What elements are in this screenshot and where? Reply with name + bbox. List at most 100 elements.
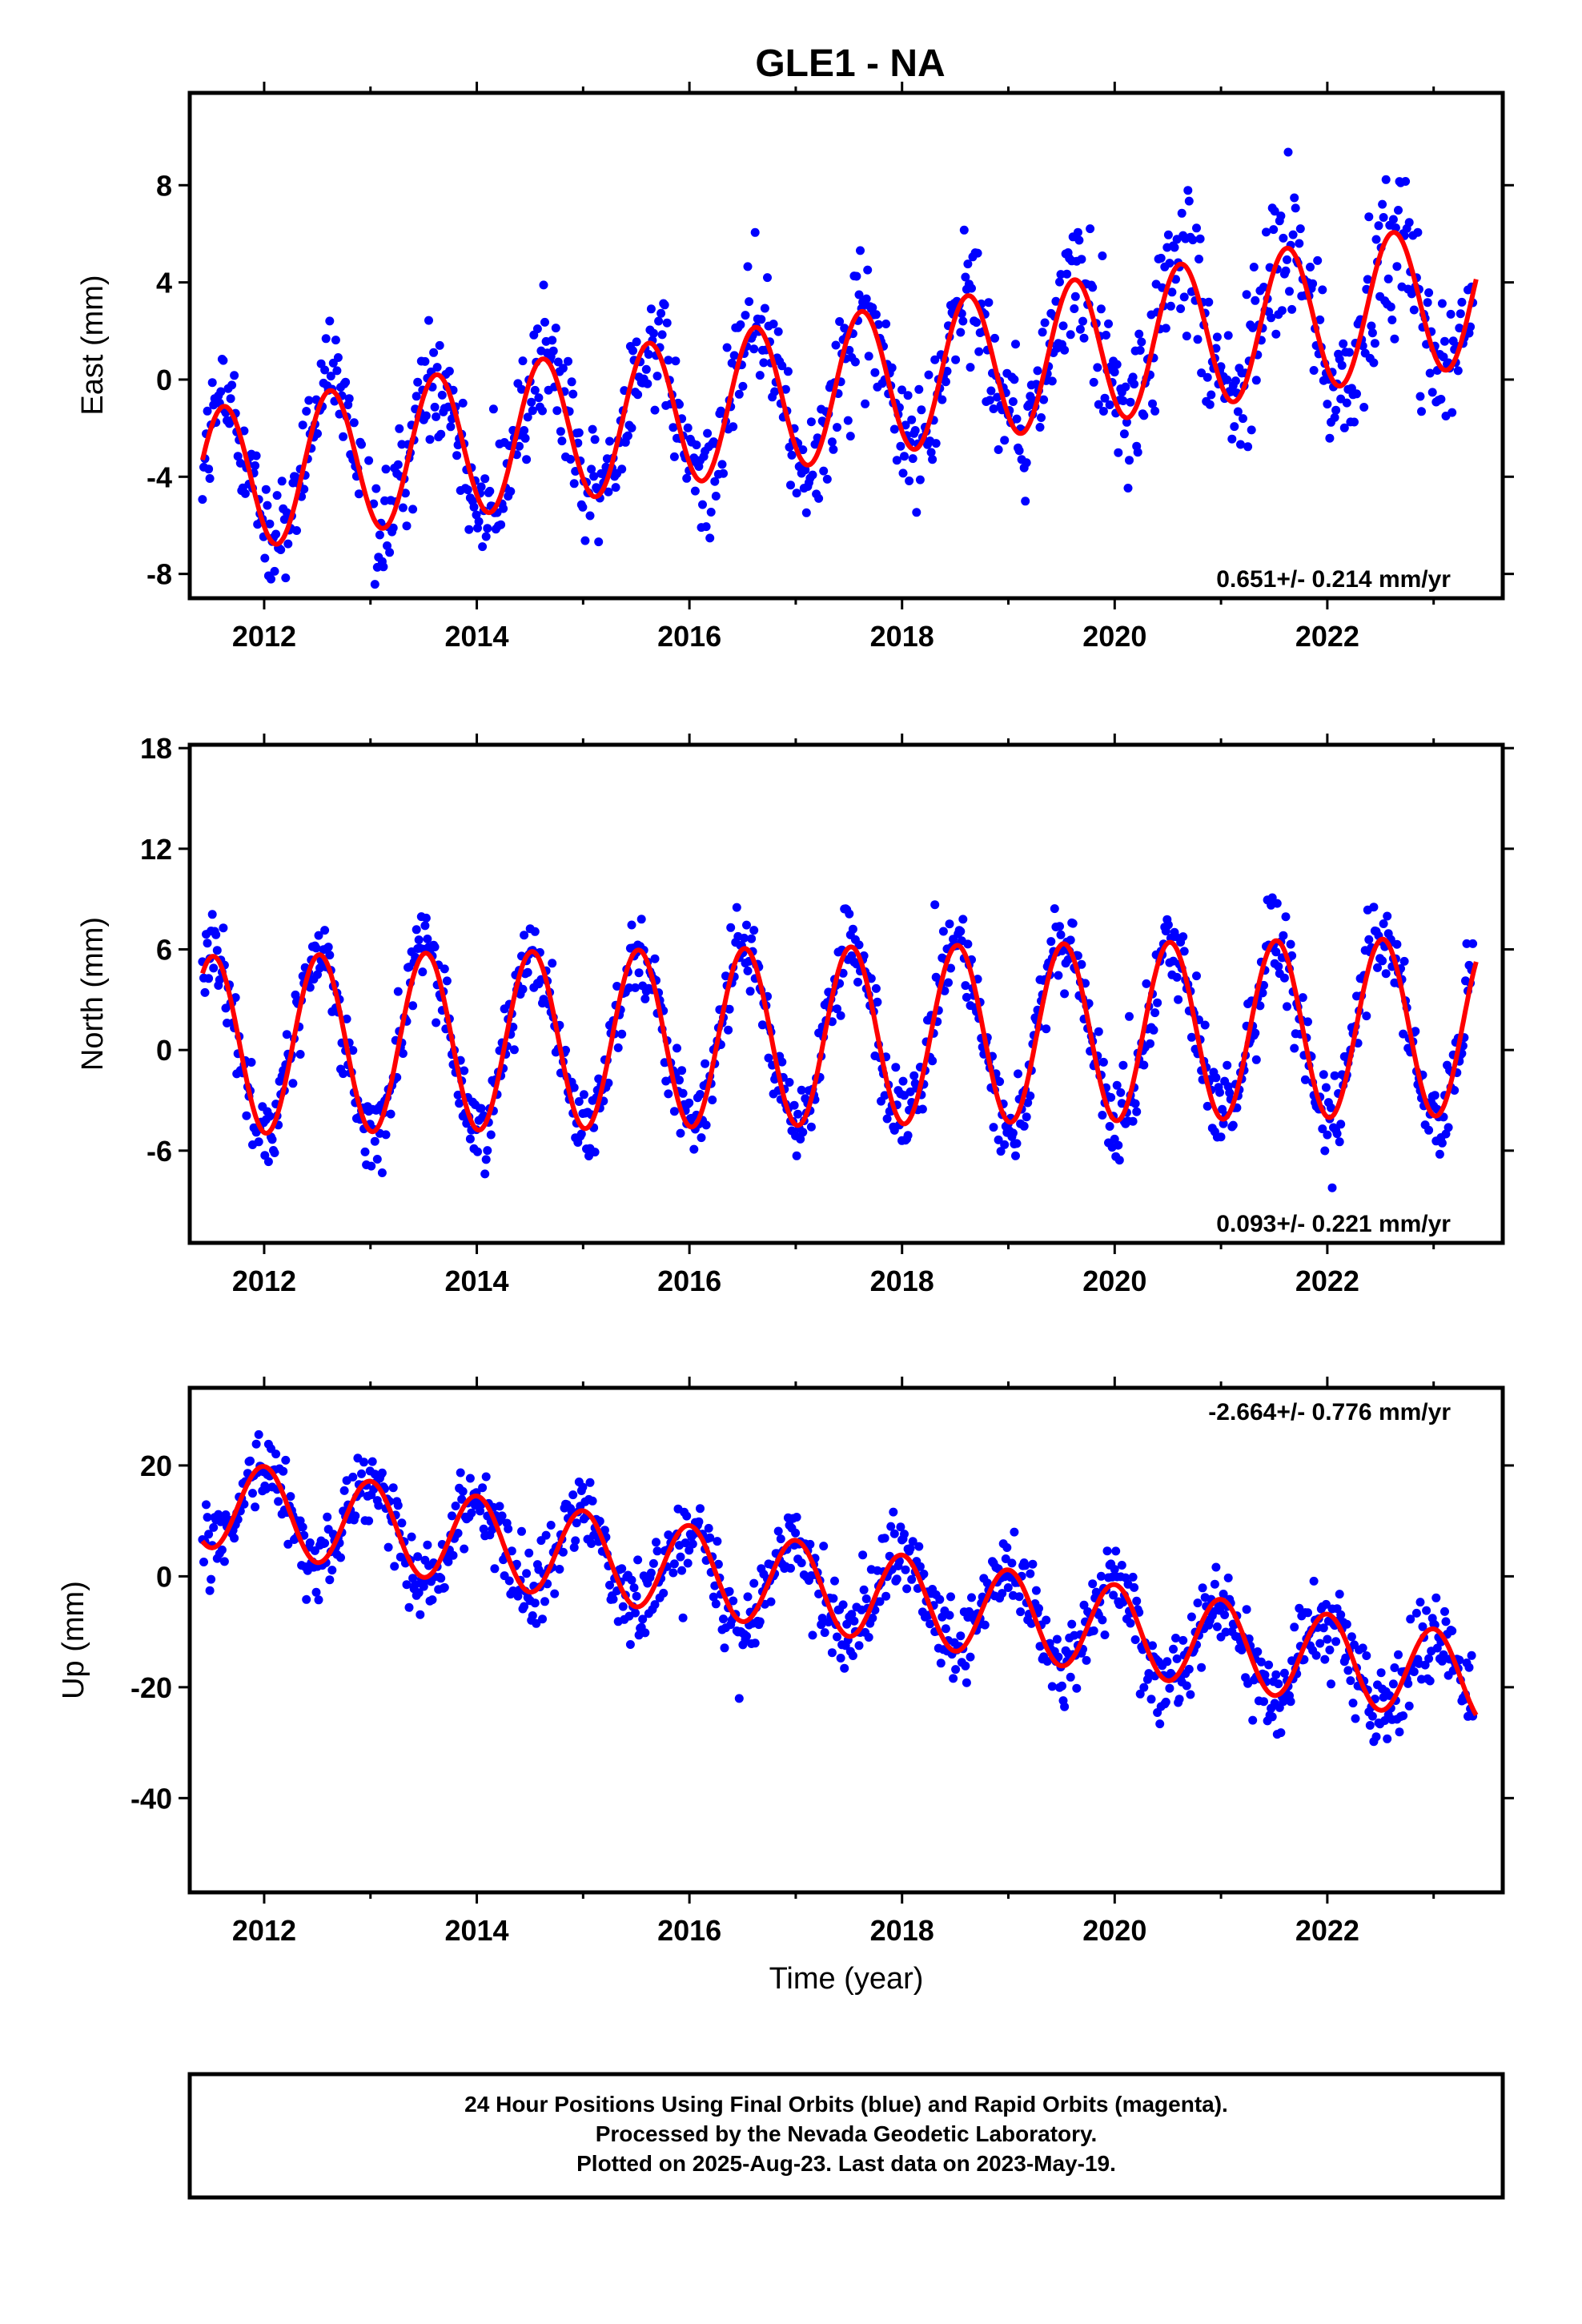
data-point [1363,275,1372,284]
data-point [887,363,897,372]
data-point [982,1578,992,1588]
data-point [1139,1683,1149,1692]
data-point [1040,318,1050,328]
data-point [1367,328,1377,338]
data-point [963,939,973,949]
data-point [556,427,565,436]
data-point [1193,335,1203,344]
data-point [1204,297,1214,307]
data-point [631,983,640,992]
data-point [1259,980,1268,990]
x-tick-label: 2012 [232,1265,296,1297]
data-point [460,1544,469,1554]
data-point [900,452,909,461]
data-point [305,1538,315,1547]
data-point [1320,1146,1330,1156]
north-axis-label: North (mm) [76,917,110,1071]
data-point [1139,411,1149,420]
data-point [676,1552,685,1562]
data-point [951,1665,961,1675]
data-point [1439,352,1448,362]
data-point [1383,911,1392,921]
data-point [654,316,664,326]
data-point [481,532,491,541]
data-point [889,1507,898,1517]
data-point [1171,1634,1180,1642]
data-point [311,943,321,953]
data-point [743,262,753,271]
data-point [281,1455,291,1465]
data-point [678,1613,688,1622]
data-point [898,1076,908,1086]
data-point [469,502,479,512]
data-point [456,1468,465,1478]
data-point [704,1523,713,1533]
data-point [270,566,279,576]
data-point [1285,287,1294,296]
data-point [1002,1543,1012,1552]
data-point [1379,919,1388,928]
data-point [568,389,578,399]
data-point [566,455,576,464]
data-point [994,1135,1003,1144]
data-point [251,451,261,460]
data-point [1216,1132,1226,1142]
data-point [1167,287,1177,297]
y-tick-label: 0 [156,1034,172,1067]
data-point [1166,301,1175,311]
y-tick-label: 4 [156,267,172,300]
data-point [413,1552,423,1562]
data-point [1323,1634,1332,1644]
data-point [677,1566,687,1575]
data-point [1281,266,1291,275]
data-point [339,1069,348,1079]
data-point [408,1001,418,1011]
data-point [743,1592,753,1602]
data-point [1205,400,1215,409]
data-point [1068,919,1078,928]
data-point [1321,1083,1331,1092]
data-point [435,340,444,350]
data-point [773,327,783,336]
data-point [849,1616,859,1626]
data-point [650,954,660,963]
data-point [251,1502,260,1512]
data-point [1176,304,1186,313]
data-point [267,1135,277,1144]
north-points [198,893,1478,1192]
data-point [901,1565,910,1574]
data-point [1415,1598,1425,1607]
data-point [709,1592,718,1602]
data-point [944,978,953,987]
data-point [741,311,750,320]
data-point [669,1568,678,1578]
data-point [643,379,652,388]
data-point [388,1483,398,1493]
data-point [1192,971,1201,981]
data-point [676,1128,685,1138]
data-point [646,1568,656,1578]
data-point [1063,955,1073,964]
data-point [819,466,829,476]
data-point [589,1530,599,1540]
data-point [738,381,748,391]
data-point [485,486,495,496]
data-point [838,1600,848,1610]
data-point [915,475,925,485]
data-point [1089,377,1098,387]
data-point [1371,1732,1381,1742]
data-point [1100,393,1110,403]
data-point [638,1614,648,1624]
data-point [1264,1660,1274,1670]
data-point [298,1522,307,1532]
data-point [1077,959,1086,969]
data-point [1286,939,1295,949]
data-point [590,1148,600,1157]
data-point [792,1513,801,1522]
data-point [833,1632,841,1642]
data-point [604,1078,613,1088]
data-point [697,1133,706,1143]
data-point [1313,255,1323,265]
data-point [881,1591,891,1601]
data-point [1327,1679,1335,1689]
